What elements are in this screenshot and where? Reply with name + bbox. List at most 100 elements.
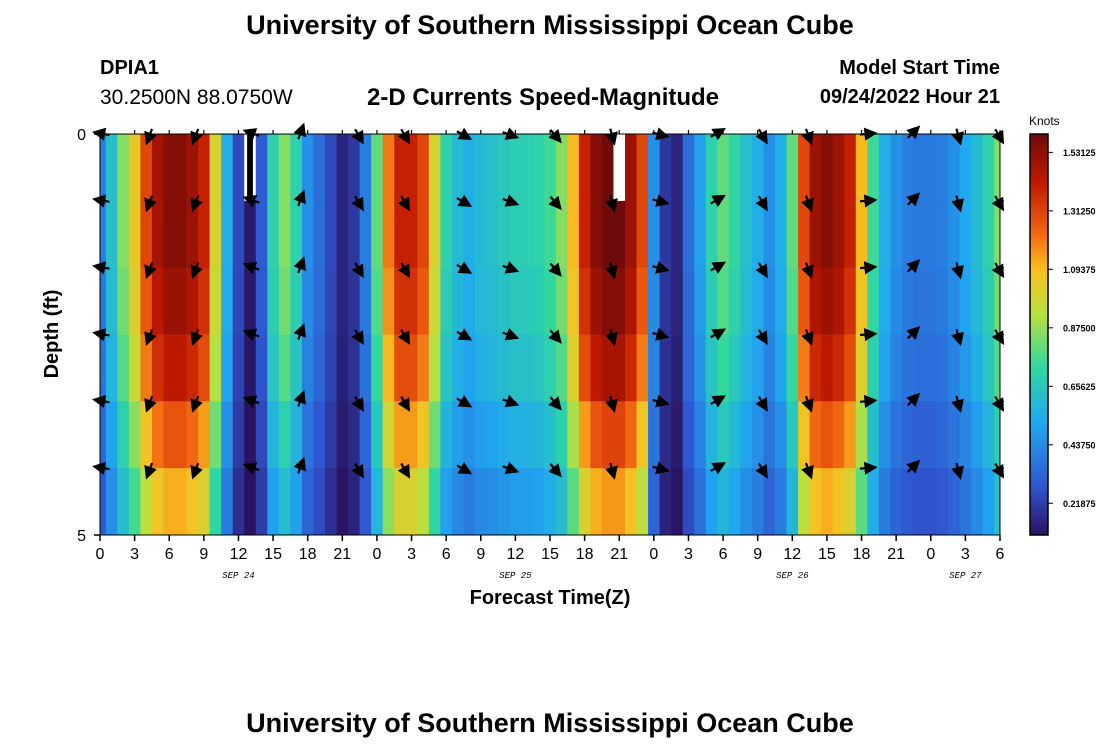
heatmap-cell [901,334,914,402]
heatmap-cell [348,334,361,402]
x-tick-label: 3 [684,546,693,563]
heatmap-cell [578,334,591,402]
heatmap-cell [694,134,707,202]
heatmap-cell [278,468,291,536]
heatmap-cell [901,267,914,335]
heatmap-cell [382,401,395,469]
heatmap-cell [267,200,280,269]
heatmap-cell [728,200,741,269]
heatmap-cell [982,401,995,469]
heatmap-cell [832,134,845,202]
colorbar-gradient [1029,133,1049,536]
heatmap-cell [359,468,372,536]
heatmap-cell [140,134,153,202]
heatmap-cell [555,334,568,402]
heatmap-cell [186,134,199,202]
heatmap-cell [601,468,614,536]
current-vector-arrow [605,395,618,414]
heatmap-cell [186,334,199,402]
heatmap-cell [348,267,361,335]
heatmap-cell [798,267,811,335]
colorbar-tick-label: 1.53125 [1063,148,1096,158]
heatmap-cell [901,200,914,269]
heatmap-cell [763,401,776,469]
heatmap-cell [198,267,211,335]
current-vector-arrow [144,462,157,480]
heatmap-cell [982,267,995,335]
heatmap-cell [186,401,199,469]
heatmap-cell [682,468,695,536]
heatmap-cell [278,200,291,269]
heatmap-cell [636,401,649,469]
heatmap-cell [682,401,695,469]
heatmap-cell [394,200,407,269]
x-tick-label: 9 [753,546,762,563]
heatmap-cell [151,200,164,269]
current-vector-arrow [190,328,203,346]
heatmap-cell [394,468,407,536]
current-vector-arrow [755,329,768,345]
x-tick-label: 6 [165,546,174,563]
x-tick-label: 0 [96,546,105,563]
heatmap-cell [463,267,476,335]
current-vector-arrow [951,262,964,280]
heatmap-cell [105,267,118,335]
heatmap-cell [475,200,487,269]
heatmap-cell [936,134,949,202]
heatmap-cell [244,267,257,335]
current-vector-arrow [710,328,727,341]
heatmap-cell [578,200,591,269]
heatmap-cell [128,468,141,536]
heatmap-cell [451,401,464,469]
heatmap-cell [994,401,1001,469]
heatmap-cell [221,401,234,469]
heatmap-cell [405,267,418,335]
heatmap-cell [451,267,464,335]
current-vector-arrow [502,394,520,408]
current-vector-arrow [652,261,670,274]
heatmap-cell [348,200,361,269]
current-vector-arrow [351,329,364,345]
heatmap-cell [625,334,637,402]
heatmap-cell [417,200,430,269]
heatmap-cell [913,468,926,536]
x-tick-label: 0 [926,546,935,563]
heatmap-cell [336,200,349,269]
heatmap-cell [509,401,522,469]
heatmap-cell [105,134,118,202]
date-label: SEP 26 [776,571,809,581]
current-vector-arrow [242,261,260,275]
current-vector-arrow [710,462,727,475]
heatmap-cell [336,334,349,402]
heatmap-cell [348,134,361,202]
heatmap-cell [948,401,961,469]
heatmap-cell [198,468,211,536]
heatmap-cell [440,134,453,202]
heatmap-cell [428,334,441,402]
heatmap-cell [255,401,268,469]
heatmap-cell [532,334,545,402]
chart-title: 2-D Currents Speed-Magnitude [367,84,720,111]
current-vector-arrow [951,328,964,347]
heatmap-cell [994,468,1001,536]
current-vector-arrow [652,194,670,207]
heatmap-cell [232,401,245,469]
heatmap-cell [728,267,741,335]
heatmap-cell [705,267,718,335]
heatmap-cell [867,468,880,536]
heatmap-cell [151,334,164,402]
heatmap-cell [544,468,557,536]
heatmap-cell [567,401,580,469]
heatmap-cell [544,200,557,269]
heatmap-cell [521,401,534,469]
heatmap-cell [532,267,545,335]
heatmap-cell [244,200,257,269]
heatmap-cell [440,334,453,402]
heatmap-cell [544,267,557,335]
heatmap-cell [936,334,949,402]
current-vector-arrow [605,262,618,280]
heatmap-cell [105,334,118,402]
heatmap-cell [971,468,984,536]
heatmap-cell [763,267,776,335]
x-tick-label: 21 [610,546,628,563]
